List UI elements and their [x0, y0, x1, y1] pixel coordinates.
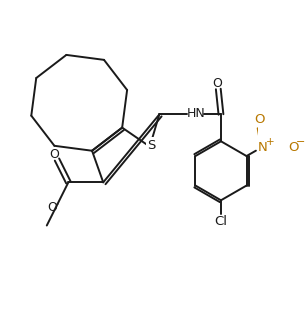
Text: O: O	[289, 141, 299, 155]
Text: S: S	[147, 139, 155, 152]
Text: O: O	[49, 148, 59, 161]
Text: N: N	[258, 141, 267, 155]
Text: +: +	[266, 137, 274, 147]
Text: Cl: Cl	[214, 215, 228, 228]
Text: O: O	[47, 201, 57, 215]
Text: −: −	[296, 137, 305, 147]
Text: O: O	[212, 77, 222, 90]
Text: HN: HN	[187, 108, 206, 120]
Text: O: O	[255, 113, 265, 126]
